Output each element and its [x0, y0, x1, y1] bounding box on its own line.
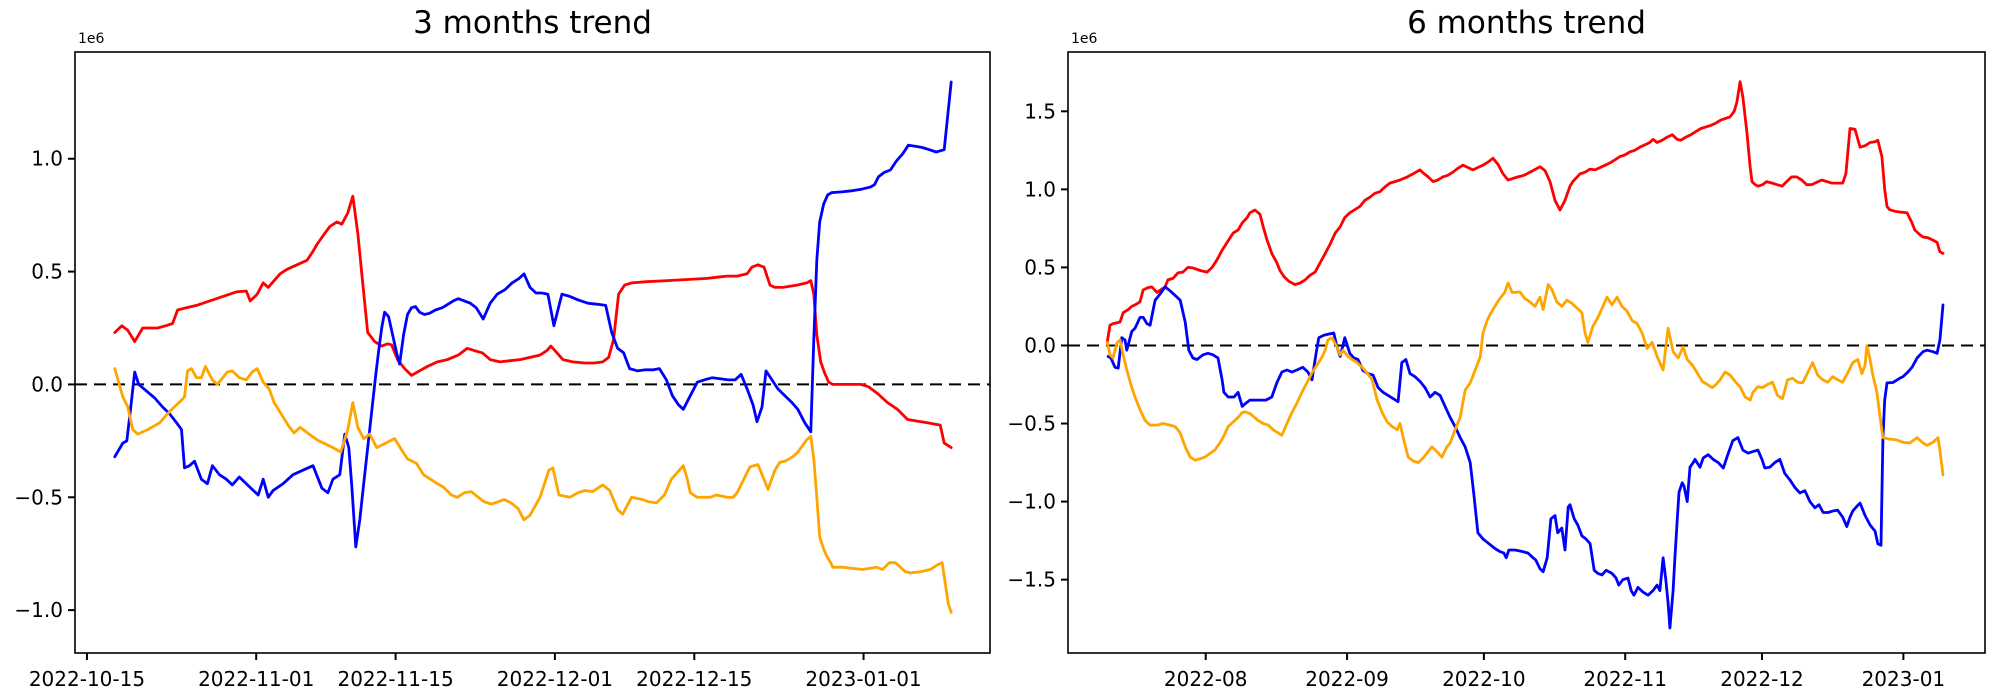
series-line-orange — [113, 364, 953, 614]
y-axis: 1.0 0.5 0.0 −0.5 −1.0 — [14, 147, 75, 622]
plot-area-3-months: 2022-10-15 2022-11-01 2022-11-15 2022-12-01… — [14, 51, 991, 691]
y-tick-label: −1.5 — [1007, 568, 1056, 592]
x-tick-label: 2023-01-01 — [805, 667, 921, 691]
series-line-orange — [1105, 281, 1945, 477]
y-tick-label: 1.0 — [1024, 177, 1056, 201]
x-tick-label: 2022-10 — [1442, 667, 1526, 691]
x-tick-label: 2022-12 — [1720, 667, 1804, 691]
plot-border — [1067, 51, 1986, 654]
x-axis: 2022-08 2022-09 2022-10 2022-11 2022-12 2023-… — [1164, 653, 1945, 691]
y-axis-offset-label-left: 1e6 — [78, 31, 105, 47]
x-tick-label: 2022-11-15 — [337, 667, 453, 691]
series-line-blue — [113, 80, 953, 549]
chart-6-months-trend: 6 months trend 1e6 2022-08 2022-09 2022-10… — [1000, 0, 2000, 700]
x-tick-label: 2022-09 — [1305, 667, 1389, 691]
y-tick-label: 1.5 — [1024, 99, 1056, 123]
x-axis: 2022-10-15 2022-11-01 2022-11-15 2022-12-01… — [29, 653, 922, 691]
plot-border — [74, 51, 991, 654]
x-tick-label: 2022-08 — [1164, 667, 1248, 691]
y-tick-label: 0.0 — [31, 372, 63, 396]
x-tick-label: 2023-01 — [1862, 667, 1946, 691]
chart-title-3-months: 3 months trend — [413, 5, 652, 41]
y-tick-label: −1.0 — [1007, 490, 1056, 514]
x-tick-label: 2022-12-15 — [636, 667, 752, 691]
x-tick-label: 2022-12-01 — [497, 667, 613, 691]
y-tick-label: 0.5 — [31, 260, 63, 284]
y-tick-label: −0.5 — [14, 485, 63, 509]
y-tick-label: −0.5 — [1007, 412, 1056, 436]
x-tick-label: 2022-10-15 — [29, 667, 145, 691]
y-axis: 1.5 1.0 0.5 0.0 −0.5 −1.0 −1.5 — [1007, 99, 1068, 592]
x-tick-label: 2022-11-01 — [198, 667, 314, 691]
plot-area-6-months: 2022-08 2022-09 2022-10 2022-11 2022-12 2023-… — [1007, 51, 1986, 691]
y-axis-offset-label-right: 1e6 — [1071, 31, 1098, 47]
chart-title-6-months: 6 months trend — [1407, 5, 1646, 41]
y-tick-label: −1.0 — [14, 598, 63, 622]
series-line-blue — [1106, 285, 1945, 630]
x-tick-label: 2022-11 — [1583, 667, 1667, 691]
y-tick-label: 1.0 — [31, 147, 63, 171]
y-tick-label: 0.0 — [1024, 333, 1056, 357]
series-line-red — [113, 194, 953, 450]
series-line-red — [1105, 80, 1945, 344]
y-tick-label: 0.5 — [1024, 255, 1056, 279]
chart-3-months-trend: 3 months trend 1e6 2022-10-15 2022-11-01 2… — [14, 5, 991, 691]
